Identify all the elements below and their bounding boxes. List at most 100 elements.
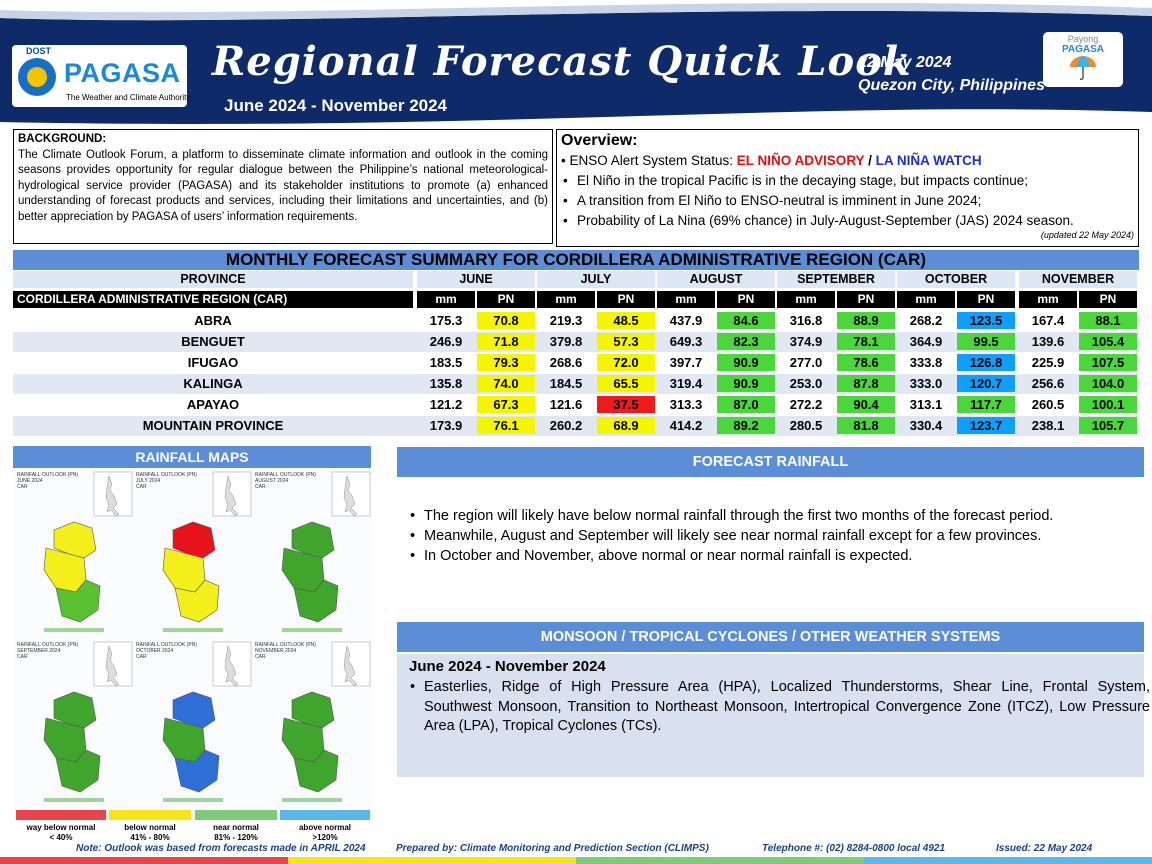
mm-value: 364.9 [909, 334, 943, 349]
province-region-shape [172, 691, 216, 729]
pn-header: PN [597, 291, 655, 308]
car-province-map [43, 471, 133, 632]
pn-value: 57.3 [597, 333, 655, 350]
province-region-shape [174, 579, 220, 623]
car-province-map [162, 471, 252, 632]
enso-status-line: • ENSO Alert System Status: EL NIÑO ADVI… [561, 153, 982, 168]
legend-category: below normal [124, 823, 176, 832]
rainfall-map-panel: RAINFALL OUTLOOK (PN) SEPTEMBER 2024 CAR [14, 640, 134, 812]
mm-value: 184.5 [549, 376, 583, 391]
mm-value: 225.9 [1031, 355, 1065, 370]
legend-label: way below normal < 40% [16, 823, 106, 843]
legend-range: 81% - 120% [214, 833, 258, 842]
mm-header: mm [897, 291, 955, 308]
province-region-shape [291, 691, 335, 729]
pn-header: PN [837, 291, 895, 308]
pn-value: 90.9 [717, 354, 775, 371]
legend-swatch [195, 810, 277, 820]
overview-list: El Niño in the tropical Pacific is in th… [561, 171, 1134, 231]
car-province-map [281, 471, 371, 632]
province-region-shape [293, 749, 339, 793]
mm-header: mm [657, 291, 715, 308]
province-header: PROVINCE [13, 271, 413, 288]
pn-value: 107.5 [1079, 354, 1137, 371]
map-color-scale [163, 798, 223, 802]
la-nina-watch: LA NIÑA WATCH [875, 153, 982, 168]
province-region-shape [55, 749, 101, 793]
region-label: CORDILLERA ADMINISTRATIVE REGION (CAR) [13, 291, 413, 308]
mm-value: 121.6 [549, 397, 583, 412]
pn-value: 123.7 [957, 417, 1015, 434]
footer-prepared-by: Prepared by: Climate Monitoring and Pred… [396, 843, 709, 854]
mm-value: 319.4 [669, 376, 703, 391]
dost-label: DOST [26, 46, 52, 56]
province-name: KALINGA [183, 376, 243, 391]
map-color-scale [282, 628, 342, 632]
map-region: CAR [17, 654, 28, 660]
background-text: The Climate Outlook Forum, a platform to… [18, 148, 548, 223]
pn-value: 87.0 [717, 396, 775, 413]
pn-value: 78.1 [837, 333, 895, 350]
philippines-outline [105, 475, 120, 517]
rainfall-map-panel: RAINFALL OUTLOOK (PN) OCTOBER 2024 CAR [133, 640, 253, 812]
mm-value: 167.4 [1031, 313, 1065, 328]
footer-issued: Issued: 22 May 2024 [996, 843, 1093, 854]
pn-value: 90.9 [717, 375, 775, 392]
pn-value: 81.8 [837, 417, 895, 434]
province-region-shape [53, 521, 97, 559]
pn-value: 99.5 [957, 333, 1015, 350]
province-name: APAYAO [186, 397, 240, 412]
pn-value: 104.0 [1079, 375, 1137, 392]
pn-value: 117.7 [957, 396, 1015, 413]
legend-swatch [280, 810, 370, 820]
forecast-item: In October and November, above normal or… [408, 546, 1138, 566]
pn-value: 105.7 [1079, 417, 1137, 434]
month-header: JULY [537, 271, 655, 288]
mm-value: 649.3 [669, 334, 703, 349]
province-region-shape [291, 521, 335, 559]
mm-value: 316.8 [789, 313, 823, 328]
forecast-period: June 2024 - November 2024 [224, 96, 448, 115]
legend-swatch [109, 810, 191, 820]
philippines-outline [343, 645, 358, 687]
pn-value: 90.4 [837, 396, 895, 413]
map-month: SEPTEMBER 2024 [17, 648, 61, 654]
mm-value: 379.8 [549, 334, 583, 349]
header-banner [0, 2, 1152, 124]
map-month: JUNE 2024 [17, 478, 43, 484]
car-province-map [43, 641, 133, 802]
umbrella-icon [1070, 56, 1096, 80]
legend-range: >120% [312, 833, 338, 842]
payong-line2: PAGASA [1061, 44, 1105, 55]
payong-pagasa-logo: Payong PAGASA [1043, 32, 1123, 87]
forecast-item: The region will likely have below normal… [408, 506, 1138, 526]
mm-header: mm [1019, 291, 1077, 308]
monsoon-period: June 2024 - November 2024 [409, 658, 606, 675]
month-header: JUNE [417, 271, 535, 288]
mm-value: 219.3 [549, 313, 583, 328]
map-title: RAINFALL OUTLOOK (PN) [17, 472, 78, 478]
background-heading: BACKGROUND: [18, 133, 107, 145]
mm-value: 139.6 [1031, 334, 1065, 349]
map-region: CAR [136, 484, 147, 490]
map-color-scale [282, 798, 342, 802]
page-title: Regional Forecast Quick Look [212, 38, 912, 85]
map-title: RAINFALL OUTLOOK (PN) [255, 642, 316, 648]
logo-tagline: The Weather and Climate Authority [66, 93, 191, 102]
footer-outlook-note: Note: Outlook was based from forecasts m… [76, 843, 366, 854]
philippines-outline [224, 475, 239, 517]
mm-value: 268.2 [909, 313, 943, 328]
mm-value: 121.2 [429, 397, 463, 412]
legend-range: 41% - 80% [130, 833, 170, 842]
philippines-outline [224, 645, 239, 687]
rainfall-maps-title: RAINFALL MAPS [13, 446, 371, 468]
pn-value: 126.8 [957, 354, 1015, 371]
province-region-shape [55, 579, 101, 623]
pn-value: 120.7 [957, 375, 1015, 392]
mm-value: 277.0 [789, 355, 823, 370]
mm-value: 313.3 [669, 397, 703, 412]
pn-header: PN [717, 291, 775, 308]
mm-value: 135.8 [429, 376, 463, 391]
pn-value: 100.1 [1079, 396, 1137, 413]
mm-header: mm [777, 291, 835, 308]
